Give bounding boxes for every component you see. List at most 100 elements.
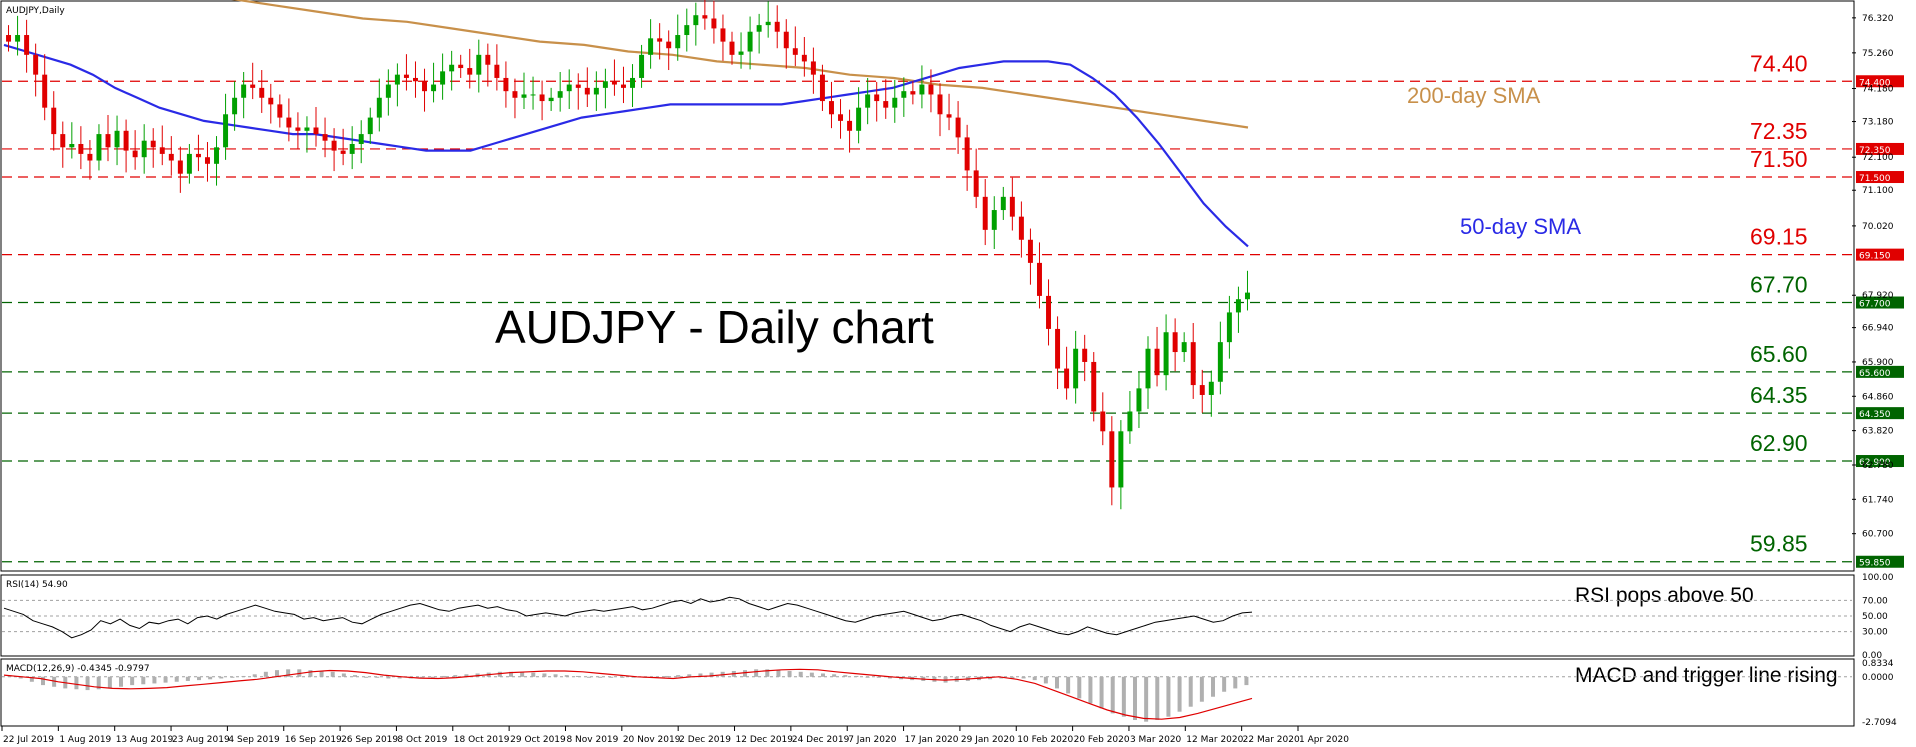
candle-body [639, 54, 645, 78]
candle-body [548, 97, 554, 102]
candle-body [819, 74, 825, 102]
price-axis-ticks: 76.320 75.260 74.180 73.180 72.100 71.100 70.0… [1852, 14, 1894, 540]
macd-histogram-bar [798, 671, 803, 677]
time-tick-label: 2 Dec 2019 [679, 735, 731, 745]
level-axis-tag-bg [1856, 171, 1904, 184]
level-lines: 74.400 74.40 72.350 72.35 71.500 71.50 69.150 6… [2, 50, 1904, 569]
macd-histogram-bar [1155, 676, 1160, 721]
level-axis-tag: 71.500 [1859, 174, 1891, 184]
macd-histogram-bar [754, 669, 759, 677]
macd-histogram-bar [743, 670, 747, 677]
candle-body [449, 64, 455, 72]
macd-histogram-bar [419, 676, 424, 678]
macd-histogram-bar [687, 674, 692, 677]
macd-histogram-bar [1099, 676, 1104, 709]
time-tick-label: 1 Aug 2019 [59, 735, 111, 745]
time-tick-label: 3 Mar 2020 [1130, 735, 1182, 745]
macd-histogram-bar [575, 675, 580, 677]
macd-histogram-bar [286, 669, 291, 677]
candle-body [955, 117, 961, 138]
rsi-tick-label: 0.00 [1862, 651, 1882, 661]
candle-body [1244, 292, 1250, 300]
rsi-panel: 100.00 70.00 50.00 30.00 0.00 [2, 573, 1894, 661]
candle-body [1082, 348, 1088, 362]
candle-body [1064, 368, 1070, 389]
macd-histogram-bar [1177, 676, 1182, 712]
candle-body [1154, 348, 1160, 376]
candle-body [901, 91, 907, 98]
macd-histogram-bar [1188, 676, 1193, 707]
candle-body [494, 64, 500, 78]
level-label: 71.50 [1750, 146, 1808, 172]
candle-body [702, 15, 708, 19]
price-tick-label: 65.900 [1862, 358, 1894, 368]
macd-histogram-bar [130, 676, 135, 686]
level-axis-tag-bg [1856, 455, 1904, 468]
macd-histogram-bar [564, 675, 569, 677]
level-axis-tag-bg [1856, 365, 1904, 378]
candle-body [186, 153, 192, 174]
level-axis-tag-bg [1856, 75, 1904, 88]
time-tick-label: 18 Oct 2019 [454, 735, 510, 745]
macd-histogram-bar [319, 670, 324, 677]
price-tick-label: 74.180 [1862, 85, 1894, 95]
candle-body [1109, 431, 1115, 488]
candle-body [774, 21, 780, 32]
time-tick-label: 23 Aug 2019 [172, 735, 230, 745]
macd-annotation: MACD and trigger line rising [1575, 664, 1838, 687]
candle-body [33, 54, 39, 75]
time-tick-label: 4 Sep 2019 [228, 735, 280, 745]
candle-body [1181, 342, 1187, 353]
macd-histogram-bar [18, 676, 23, 679]
macd-histogram-bar [809, 672, 814, 677]
level-axis-tag-bg [1856, 142, 1904, 155]
macd-histogram-bar [397, 676, 402, 679]
candle-body [1000, 196, 1006, 211]
candle-body [458, 64, 464, 69]
candle-body [223, 114, 229, 148]
rsi-panel-title: RSI(14) 54.90 [6, 580, 68, 590]
macd-histogram-bar [1166, 676, 1171, 717]
price-tick-label: 61.740 [1862, 495, 1894, 505]
candle-body [42, 74, 48, 108]
candle-body [1018, 216, 1024, 240]
macd-panel-frame [0, 658, 1855, 727]
candle-body [295, 127, 301, 131]
time-tick-label: 8 Oct 2019 [397, 735, 447, 745]
candle-body [114, 130, 120, 148]
candle-body [611, 81, 617, 85]
level-axis-tag: 69.150 [1859, 252, 1891, 262]
level-axis-tag-bg [1856, 555, 1904, 568]
macd-histogram-bar [887, 676, 892, 679]
level-label: 64.35 [1750, 382, 1808, 408]
candle-body [584, 87, 590, 95]
candle-body [132, 150, 138, 158]
macd-histogram-bar [152, 676, 157, 684]
macd-histogram-bar [1010, 676, 1015, 679]
macd-histogram-bar [497, 671, 502, 677]
candle-body [557, 91, 563, 98]
macd-histogram-bar [1032, 676, 1037, 681]
macd-histogram-bar [1222, 676, 1227, 692]
time-tick-label: 12 Dec 2019 [736, 735, 794, 745]
candle-body [141, 140, 147, 158]
rsi-tick-label: 70.00 [1862, 596, 1888, 606]
macd-histogram-bar [509, 671, 513, 677]
candle-body [1226, 312, 1232, 343]
macd-histogram-bar [609, 676, 614, 678]
macd-histogram-bar [197, 676, 201, 681]
candle-body [720, 28, 726, 42]
macd-histogram-bar [598, 676, 603, 678]
candle-body [250, 84, 256, 88]
time-tick-label: 7 Jan 2020 [848, 735, 896, 745]
candle-body [204, 157, 210, 164]
candle-body [259, 87, 265, 98]
level-label: 62.90 [1750, 430, 1808, 456]
candle-body [385, 84, 391, 98]
sma200-layer [231, 0, 1249, 129]
candle-body [1127, 411, 1133, 432]
candle-body [792, 48, 798, 55]
candle-body [973, 170, 979, 197]
macd-histogram-bar [341, 673, 346, 677]
